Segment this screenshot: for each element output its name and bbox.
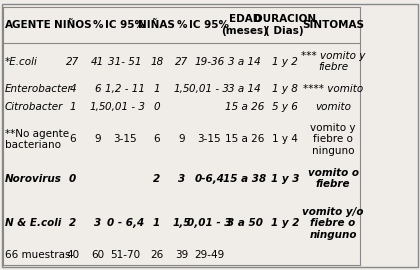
Text: 3 a 50: 3 a 50 xyxy=(227,218,263,228)
Text: 0,01 - 3: 0,01 - 3 xyxy=(189,84,229,94)
Text: DURACION
( Dias): DURACION ( Dias) xyxy=(254,14,316,36)
Text: 3-15: 3-15 xyxy=(197,134,221,144)
Text: 26: 26 xyxy=(150,251,163,261)
Text: 18: 18 xyxy=(150,57,163,67)
Text: 1: 1 xyxy=(153,218,160,228)
Text: 0 - 6,4: 0 - 6,4 xyxy=(107,218,144,228)
Text: 1,5: 1,5 xyxy=(173,84,190,94)
Text: %: % xyxy=(92,20,103,30)
Text: 6: 6 xyxy=(153,134,160,144)
Text: 39: 39 xyxy=(175,251,189,261)
Text: Enterobacter: Enterobacter xyxy=(5,84,72,94)
Text: 15 a 26: 15 a 26 xyxy=(225,102,265,112)
Text: 2: 2 xyxy=(153,174,160,184)
Text: %: % xyxy=(176,20,187,30)
Text: N & E.coli: N & E.coli xyxy=(5,218,61,228)
Text: EDAD
(meses): EDAD (meses) xyxy=(221,14,268,36)
Text: 15 a 38: 15 a 38 xyxy=(223,174,266,184)
Text: 1 y 4: 1 y 4 xyxy=(272,134,298,144)
Text: vomito y/o
fiebre o
ninguno: vomito y/o fiebre o ninguno xyxy=(302,207,364,240)
Text: *E.coli: *E.coli xyxy=(5,57,37,67)
Text: 1 y 2: 1 y 2 xyxy=(270,218,299,228)
FancyBboxPatch shape xyxy=(2,4,418,267)
Text: 29-49: 29-49 xyxy=(194,251,224,261)
Text: 1,2 - 11: 1,2 - 11 xyxy=(105,84,145,94)
Text: 3-15: 3-15 xyxy=(113,134,137,144)
Text: **No agente
bacteriano: **No agente bacteriano xyxy=(5,129,69,150)
Text: 1 y 8: 1 y 8 xyxy=(272,84,298,94)
Text: 5 y 6: 5 y 6 xyxy=(272,102,298,112)
Text: 3: 3 xyxy=(178,174,186,184)
Text: NIÑAS: NIÑAS xyxy=(138,20,175,30)
Text: IC 95%: IC 95% xyxy=(105,20,145,30)
Text: vomito y
fiebre o
ninguno: vomito y fiebre o ninguno xyxy=(310,123,356,156)
Text: 41: 41 xyxy=(91,57,105,67)
Text: 9: 9 xyxy=(178,134,185,144)
Text: 15 a 26: 15 a 26 xyxy=(225,134,265,144)
Text: vomito: vomito xyxy=(315,102,351,112)
Text: 51-70: 51-70 xyxy=(110,251,140,261)
Text: 1: 1 xyxy=(153,84,160,94)
Text: 1: 1 xyxy=(69,102,76,112)
Text: vomito o
fiebre: vomito o fiebre xyxy=(307,168,359,190)
Text: SINTOMAS: SINTOMAS xyxy=(302,20,364,30)
Text: AGENTE: AGENTE xyxy=(5,20,51,30)
Text: 19-36: 19-36 xyxy=(194,57,224,67)
Text: 1 y 2: 1 y 2 xyxy=(272,57,298,67)
Text: 0-6,4: 0-6,4 xyxy=(194,174,224,184)
Text: 27: 27 xyxy=(66,57,79,67)
Text: 60: 60 xyxy=(91,251,105,261)
Text: 1,5: 1,5 xyxy=(173,218,191,228)
Text: 2: 2 xyxy=(69,218,76,228)
Text: 3: 3 xyxy=(94,218,102,228)
Text: 3 a 14: 3 a 14 xyxy=(228,57,261,67)
Text: 40: 40 xyxy=(66,251,79,261)
Text: 9: 9 xyxy=(94,134,101,144)
Text: 3 a 14: 3 a 14 xyxy=(228,84,261,94)
Text: *** vomito y
fiebre: *** vomito y fiebre xyxy=(301,51,365,72)
Text: 1,5: 1,5 xyxy=(89,102,106,112)
Text: 0,01 - 3: 0,01 - 3 xyxy=(105,102,145,112)
Text: 27: 27 xyxy=(175,57,189,67)
Text: IC 95%: IC 95% xyxy=(189,20,229,30)
Text: 66 muestras: 66 muestras xyxy=(5,251,70,261)
Text: 4: 4 xyxy=(69,84,76,94)
Text: NIÑOS: NIÑOS xyxy=(54,20,92,30)
Text: 6: 6 xyxy=(69,134,76,144)
Text: 31- 51: 31- 51 xyxy=(108,57,142,67)
Text: Norovirus: Norovirus xyxy=(5,174,61,184)
Text: Citrobacter: Citrobacter xyxy=(5,102,63,112)
Text: **** vomito: **** vomito xyxy=(303,84,363,94)
Text: 0: 0 xyxy=(153,102,160,112)
Text: 6: 6 xyxy=(94,84,101,94)
Text: 0: 0 xyxy=(69,174,76,184)
Text: 1 y 3: 1 y 3 xyxy=(270,174,299,184)
Text: 0,01 - 3: 0,01 - 3 xyxy=(187,218,231,228)
